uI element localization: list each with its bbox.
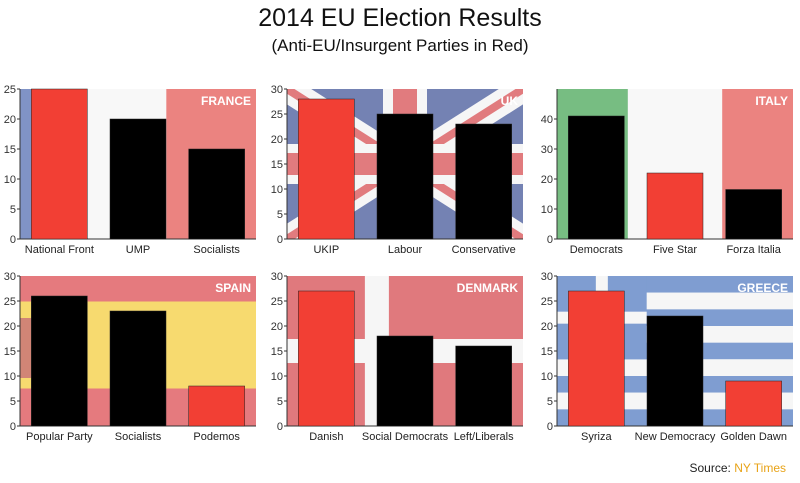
y-tick-label: 5 — [10, 204, 16, 216]
panel-title: FRANCE — [201, 94, 251, 108]
y-tick-label: 15 — [541, 346, 553, 358]
bar — [568, 290, 625, 427]
bar-chart-italy: 0 10 20 30 40 Democrats Five Star Forza Italia I… — [541, 89, 793, 256]
chart-subtitle: (Anti-EU/Insurgent Parties in Red) — [271, 36, 529, 55]
y-tick-label: 15 — [4, 346, 16, 358]
y-tick-label: 15 — [271, 159, 283, 171]
panel-title: ITALY — [755, 94, 788, 108]
y-tick-label: 40 — [541, 114, 553, 126]
bar — [188, 385, 245, 427]
bar — [646, 172, 704, 240]
y-tick-label: 5 — [10, 396, 16, 408]
y-tick-label: 25 — [4, 296, 16, 308]
y-tick-label: 25 — [271, 109, 283, 121]
y-tick-label: 0 — [277, 234, 283, 246]
bar — [188, 148, 245, 240]
y-tick-label: 25 — [541, 296, 553, 308]
y-tick-label: 5 — [547, 396, 553, 408]
panel-france: 0 5 10 15 20 25 National Front UMP Socialists FRA… — [3, 85, 258, 257]
category-label: National Front — [25, 244, 94, 256]
panel-title: GREECE — [737, 281, 788, 295]
y-tick-label: 30 — [271, 85, 283, 96]
y-tick-label: 30 — [271, 272, 283, 283]
y-tick-label: 10 — [4, 371, 16, 383]
category-label: Socialists — [115, 431, 162, 443]
category-label: Social Democrats — [362, 431, 449, 443]
bar — [109, 310, 167, 427]
panel-italy: 0 10 20 30 40 Democrats Five Star Forza Italia I… — [540, 85, 795, 257]
panel-greece: 0 5 10 15 20 25 30 Syriza New Democracy Golden Da… — [540, 272, 795, 444]
y-tick-label: 25 — [4, 85, 16, 96]
y-tick-label: 0 — [10, 421, 16, 433]
bar — [568, 115, 625, 240]
chart-title: 2014 EU Election Results — [258, 4, 542, 32]
category-label: Conservative — [452, 244, 516, 256]
y-tick-label: 15 — [4, 144, 16, 156]
y-tick-label: 20 — [271, 134, 283, 146]
category-label: UKIP — [313, 244, 339, 256]
y-tick-label: 10 — [271, 184, 283, 196]
y-tick-label: 0 — [547, 421, 553, 433]
category-label: Forza Italia — [726, 244, 781, 256]
bar — [455, 345, 512, 427]
bar-chart-uk: 0 5 10 15 20 25 30 UKIP Labour Conservative UK — [271, 85, 523, 256]
category-label: DanishPeople's Party — [291, 431, 362, 444]
y-tick-label: 0 — [10, 234, 16, 246]
category-label: Labour — [388, 244, 423, 256]
y-tick-label: 20 — [271, 321, 283, 333]
bar — [298, 98, 355, 240]
category-label: Left/Liberals — [454, 431, 514, 443]
y-tick-label: 25 — [271, 296, 283, 308]
category-label: Democrats — [570, 244, 624, 256]
y-tick-label: 20 — [541, 321, 553, 333]
bar — [376, 113, 434, 240]
y-tick-label: 20 — [541, 174, 553, 186]
source-label: Source: — [689, 461, 731, 475]
category-label: Socialists — [193, 244, 240, 256]
bar — [31, 295, 88, 427]
category-label: New Democracy — [635, 431, 716, 443]
y-tick-label: 30 — [541, 272, 553, 283]
y-tick-label: 0 — [277, 421, 283, 433]
panel-title: SPAIN — [215, 281, 251, 295]
y-tick-label: 10 — [4, 174, 16, 186]
bar-chart-spain: 0 5 10 15 20 25 30 Popular Party Socialists Podem… — [4, 272, 256, 443]
y-tick-label: 30 — [541, 144, 553, 156]
y-tick-label: 15 — [271, 346, 283, 358]
bar — [725, 189, 782, 240]
category-label: Popular Party — [26, 431, 93, 443]
y-tick-label: 20 — [4, 321, 16, 333]
bar — [109, 118, 167, 240]
y-tick-label: 0 — [547, 234, 553, 246]
y-tick-label: 30 — [4, 272, 16, 283]
category-label: Five Star — [653, 244, 697, 256]
y-tick-label: 10 — [541, 371, 553, 383]
panel-spain: 0 5 10 15 20 25 30 Popular Party Socialists Podem… — [3, 272, 258, 444]
bar-chart-greece: 0 5 10 15 20 25 30 Syriza New Democracy Golden Da… — [541, 272, 793, 443]
y-tick-label: 20 — [4, 114, 16, 126]
panel-uk: 0 5 10 15 20 25 30 UKIP Labour Conservative UK — [270, 85, 525, 257]
bar — [725, 380, 782, 427]
bar — [455, 123, 512, 240]
panel-title: DENMARK — [457, 281, 519, 295]
bar — [376, 335, 434, 427]
category-label: Podemos — [193, 431, 240, 443]
bar — [31, 88, 88, 240]
y-tick-label: 5 — [277, 396, 283, 408]
panel-title: UK — [501, 94, 519, 108]
source-note: Source: NY Times — [690, 461, 787, 475]
y-tick-label: 5 — [277, 209, 283, 221]
category-label: Syriza — [581, 431, 612, 443]
source-value: NY Times — [734, 461, 786, 475]
category-label: UMP — [126, 244, 150, 256]
category-label: Golden Dawn — [720, 431, 787, 443]
bar-chart-france: 0 5 10 15 20 25 National Front UMP Socialists FRA… — [4, 85, 256, 256]
bar — [646, 315, 704, 427]
y-tick-label: 10 — [271, 371, 283, 383]
bar — [298, 290, 355, 427]
y-tick-label: 10 — [541, 204, 553, 216]
